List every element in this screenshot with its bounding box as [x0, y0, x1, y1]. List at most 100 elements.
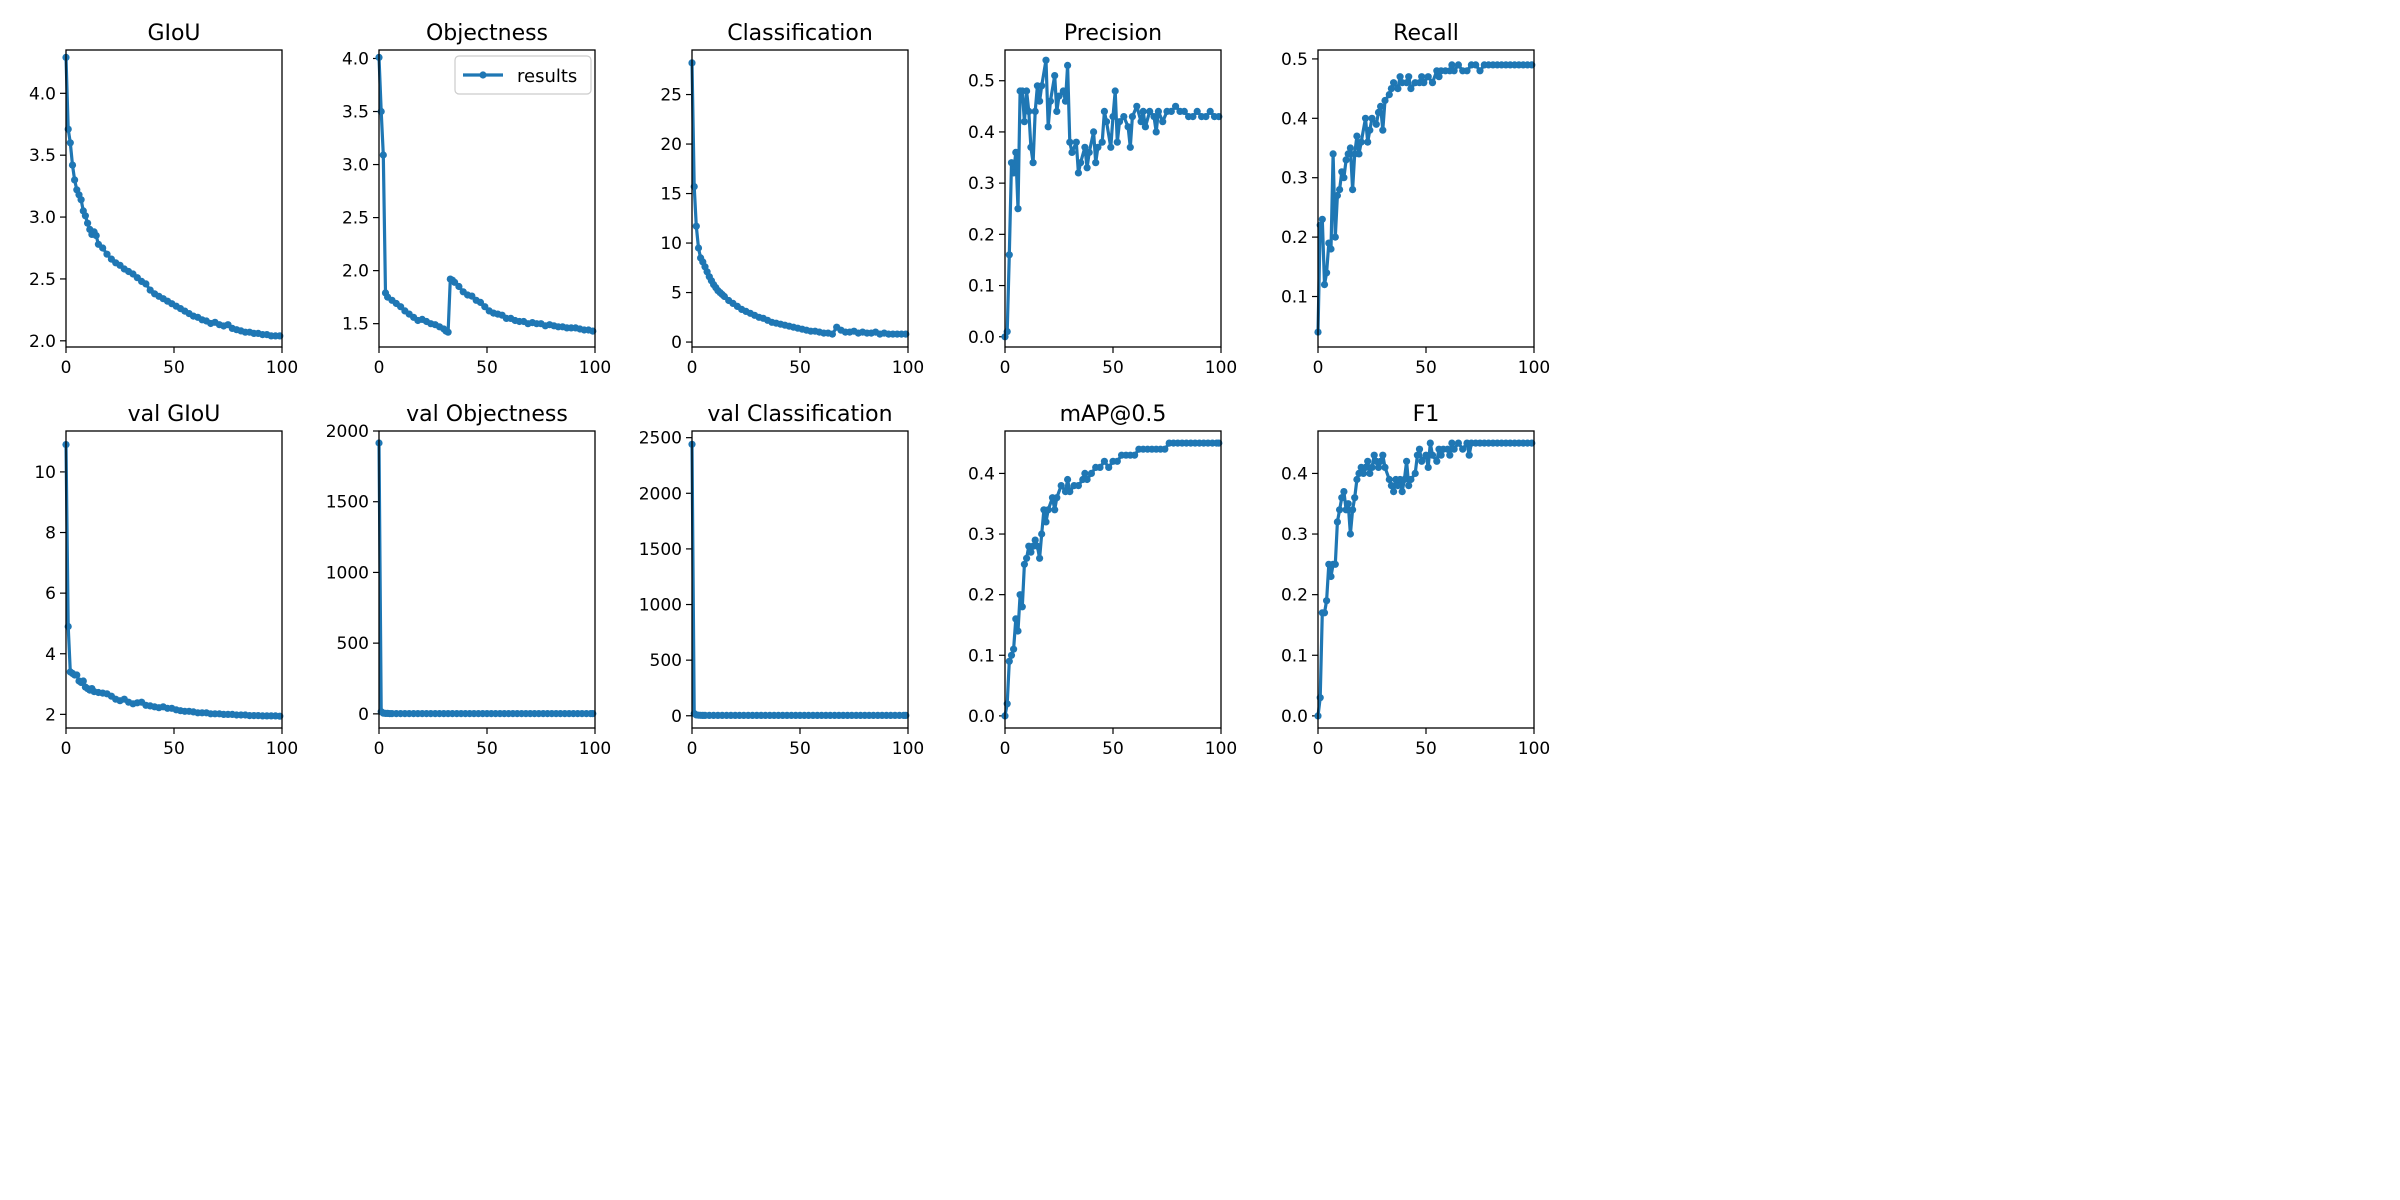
y-tick-label: 2500 [639, 429, 682, 449]
data-point [1338, 494, 1346, 502]
data-point [1340, 174, 1348, 182]
y-tick-label: 20 [660, 135, 682, 155]
data-point [84, 219, 92, 227]
x-tick-label: 100 [892, 739, 924, 759]
data-point [1027, 548, 1035, 556]
data-point [1372, 120, 1380, 128]
y-tick-label: 0.2 [968, 586, 995, 606]
data-point [1066, 138, 1074, 146]
y-tick-label: 0 [671, 333, 682, 353]
data-point [1364, 457, 1372, 465]
data-point [1154, 107, 1162, 115]
x-tick-label: 100 [1518, 739, 1550, 759]
data-point [1152, 128, 1160, 136]
data-point [1083, 164, 1091, 172]
subplot-title: F1 [1413, 402, 1440, 427]
data-point [1051, 506, 1059, 514]
subplot-3: Classification 0 50 100 0 5 10 15 20 25 [660, 21, 924, 378]
data-point [1353, 475, 1361, 484]
data-point [1180, 107, 1188, 115]
series-line [1316, 63, 1532, 333]
data-point [77, 196, 85, 204]
data-point [1437, 451, 1445, 459]
data-point [1387, 482, 1395, 490]
y-tick-label: 0.0 [1281, 707, 1308, 727]
y-tick-label: 2.5 [29, 270, 56, 290]
x-tick-label: 50 [163, 739, 185, 759]
data-point [1336, 506, 1344, 514]
data-point [1361, 114, 1370, 122]
y-tick-label: 0.4 [1281, 109, 1308, 129]
data-point [379, 151, 387, 159]
data-point [1368, 114, 1376, 122]
data-point [694, 244, 703, 252]
data-point [1390, 79, 1398, 87]
series-line [377, 442, 593, 716]
y-tick-label: 0.3 [1281, 169, 1308, 189]
data-point [1359, 469, 1367, 477]
data-point [828, 330, 837, 338]
y-tick-label: 0.4 [968, 464, 995, 484]
data-point [1128, 113, 1136, 121]
data-point [1325, 239, 1333, 247]
data-point [1331, 560, 1339, 568]
data-point [1139, 107, 1147, 115]
data-point [1448, 61, 1456, 69]
data-point [1115, 118, 1124, 126]
y-tick-label: 0 [671, 707, 682, 727]
data-point [1374, 108, 1383, 116]
data-point [1349, 186, 1357, 194]
y-tick-label: 1500 [326, 493, 369, 513]
data-point [1044, 123, 1052, 131]
data-point [1433, 457, 1441, 465]
data-point [1202, 113, 1210, 121]
y-tick-label: 0.2 [1281, 586, 1308, 606]
data-point [1435, 73, 1443, 81]
subplot-title: val GIoU [128, 402, 221, 427]
data-point [1374, 463, 1383, 471]
y-tick-label: 8 [45, 524, 56, 544]
y-tick-label: 5 [671, 284, 682, 304]
y-tick-label: 10 [660, 234, 682, 254]
data-point [1344, 500, 1352, 508]
data-point [1146, 107, 1154, 115]
x-tick-label: 100 [266, 358, 298, 378]
data-point [1023, 554, 1031, 562]
y-tick-label: 0.1 [968, 277, 995, 297]
data-point [1031, 107, 1039, 115]
data-point [1418, 73, 1426, 81]
data-point [81, 212, 89, 220]
x-tick-label: 50 [476, 739, 498, 759]
data-point [1083, 475, 1091, 484]
data-point [1085, 148, 1093, 156]
plot-frame [378, 430, 596, 729]
data-point [1189, 113, 1197, 121]
series-line [1003, 441, 1219, 717]
data-point [1005, 657, 1013, 665]
data-point [1323, 269, 1331, 277]
y-tick-label: 0.3 [1281, 525, 1308, 545]
series-line [64, 444, 280, 718]
x-tick-label: 50 [163, 358, 185, 378]
data-point [1068, 148, 1076, 156]
y-tick-label: 0.1 [1281, 646, 1308, 666]
x-tick-label: 0 [61, 739, 72, 759]
x-tick-label: 100 [579, 358, 611, 378]
data-point [1428, 451, 1437, 459]
data-point [1411, 469, 1419, 477]
series-line [377, 57, 594, 334]
data-point [1074, 482, 1082, 490]
data-point [1426, 439, 1434, 447]
data-point [1355, 150, 1363, 158]
subplot-title: val Classification [707, 402, 892, 427]
plot-frame [65, 49, 283, 348]
data-point [1336, 186, 1344, 194]
data-point [1105, 463, 1113, 471]
y-tick-label: 2000 [639, 484, 682, 504]
y-tick-label: 4.0 [29, 84, 56, 104]
data-point [1320, 281, 1329, 289]
y-tick-label: 2000 [326, 422, 369, 442]
